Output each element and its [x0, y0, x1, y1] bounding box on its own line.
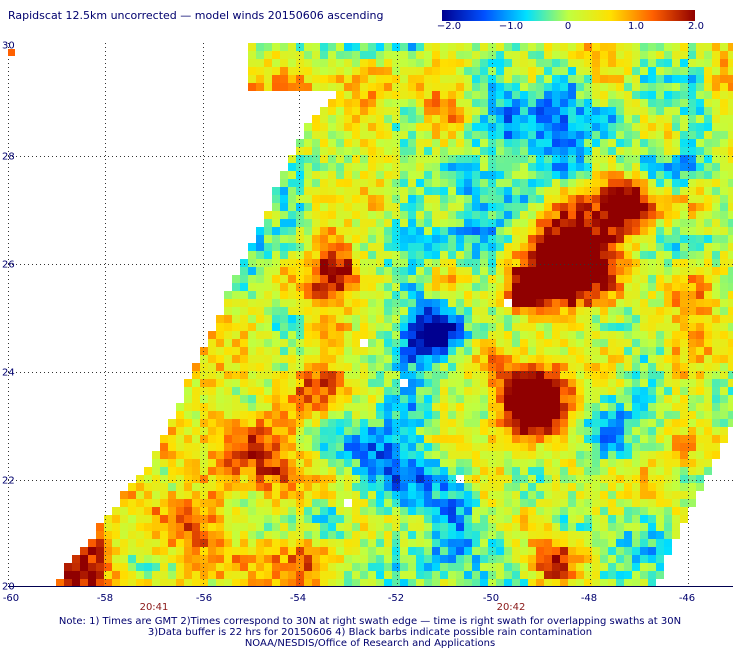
x-tick-label: -54: [289, 593, 307, 604]
x-tick-label: -56: [195, 593, 213, 604]
y-tick-label: 28: [2, 151, 15, 163]
colorbar-tick-neg1: −1.0: [498, 21, 524, 32]
colorbar-tick-zero: 0: [564, 21, 572, 32]
chart-title: Rapidscat 12.5km uncorrected — model win…: [8, 9, 384, 22]
note-line-2: 3)Data buffer is 22 hrs for 20150606 4) …: [147, 627, 593, 638]
colorbar-tick-neg2: −2.0: [436, 21, 462, 32]
y-tick-label: 24: [2, 367, 15, 379]
time-label-left: 20:41: [139, 602, 169, 613]
x-tick-label: -48: [580, 593, 598, 604]
colorbar-tick-pos1: 1.0: [628, 21, 644, 32]
note-line-3: NOAA/NESDIS/Office of Research and Appli…: [244, 638, 496, 649]
y-tick-label: 26: [2, 259, 15, 271]
x-tick-label: -60: [2, 593, 20, 604]
x-tick-label: -46: [678, 593, 696, 604]
corner-marker: [8, 49, 15, 56]
wind-difference-map: [8, 43, 733, 587]
colorbar: [442, 10, 695, 21]
x-tick-label: -52: [387, 593, 405, 604]
x-tick-label: -58: [96, 593, 114, 604]
y-tick-label: 22: [2, 475, 15, 487]
y-tick-label: 20: [2, 581, 15, 593]
x-tick-label: -50: [482, 593, 500, 604]
wind-difference-cells: [56, 43, 733, 587]
y-tick-label: 30: [2, 40, 15, 52]
time-label-right: 20:42: [496, 602, 526, 613]
note-line-1: Note: 1) Times are GMT 2)Times correspon…: [58, 616, 682, 627]
colorbar-tick-pos2: 2.0: [688, 21, 704, 32]
